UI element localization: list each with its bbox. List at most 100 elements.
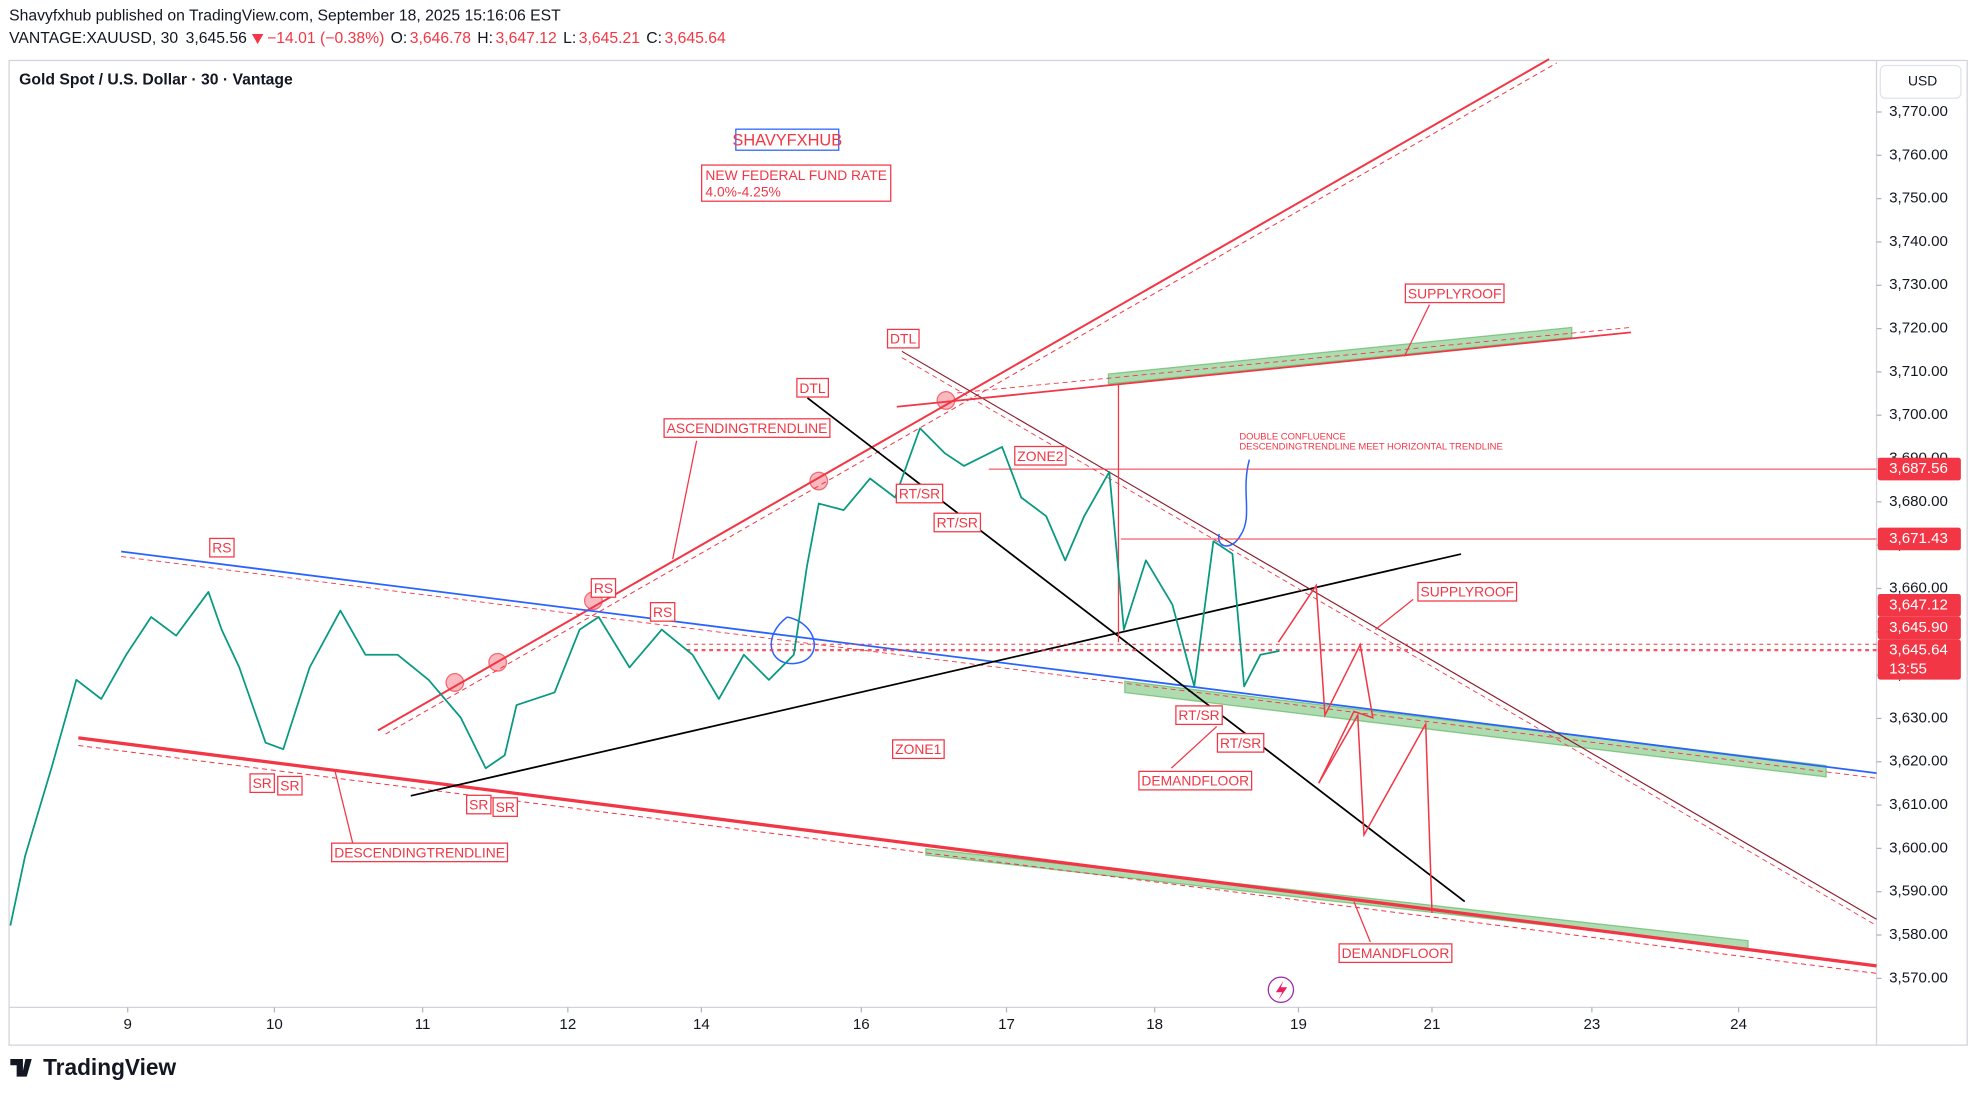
annotation: ASCENDINGTRENDLINE: [667, 420, 828, 436]
annotation: SUPPLYROOF: [1408, 285, 1502, 301]
y-tick-label: 3,580.00: [1889, 926, 1948, 943]
brand-box: SHAVYFXHUB: [732, 131, 842, 149]
annotation-box: [895, 483, 944, 504]
annotation: DTL: [799, 380, 825, 396]
ohlc-value: 3,647.12: [496, 30, 557, 47]
descending-trendline: [78, 736, 1877, 968]
y-tick-label: 3,610.00: [1889, 796, 1948, 813]
annotation-group: RT/SR: [1175, 705, 1223, 726]
y-tick-label: 3,620.00: [1889, 753, 1948, 770]
touch-points: [445, 390, 956, 692]
x-tick-label: 21: [1424, 1016, 1441, 1033]
federal-note: 4.0%-4.25%: [705, 183, 780, 199]
countdown: 13:55: [1889, 661, 1927, 678]
ascending-trendline: [377, 58, 1550, 732]
ohlc: O: 3,646.78 H: 3,647.12 L: 3,645.21 C: 3,645.64: [391, 30, 726, 47]
annotation-group: DEMANDFLOOR: [1338, 943, 1453, 964]
annotation: RT/SR: [899, 486, 940, 502]
price-label: 3,671.43: [1889, 530, 1948, 547]
confluence-note: DESCENDINGTRENDLINE MEET HORIZONTAL TREN…: [1239, 442, 1502, 453]
annotation-box: [590, 578, 617, 598]
annotation-group: DTL: [886, 328, 920, 349]
brand: TradingView: [43, 1054, 176, 1080]
price-label-box: [1877, 639, 1961, 680]
price-label-box: [1877, 457, 1961, 481]
y-tick-label: 3,720.00: [1889, 320, 1948, 337]
symbol: VANTAGE:XAUUSD, 30: [9, 30, 178, 47]
annotation-group: SR: [277, 775, 303, 796]
annotation-group: DESCENDINGTRENDLINE: [331, 842, 509, 863]
x-tick-label: 11: [415, 1016, 431, 1033]
annotation-box: [331, 842, 509, 863]
y-tick-label: 3,570.00: [1889, 969, 1948, 986]
x-tick-label: 10: [266, 1016, 283, 1033]
ohlc-key: L:: [563, 30, 576, 47]
annotation-group: ZONE2: [1014, 445, 1067, 466]
y-tick-label: 3,710.00: [1889, 363, 1948, 380]
y-tick-label: 3,760.00: [1889, 146, 1948, 163]
change: −14.01 (−0.38%): [267, 30, 384, 47]
ohlc-value: 3,645.64: [665, 30, 726, 47]
blue-trendline-dashed: [121, 556, 1877, 779]
annotation-box: [1216, 732, 1265, 753]
annotation-box: [1175, 705, 1223, 726]
annotation-group: RT/SR: [895, 483, 944, 504]
annotation: RT/SR: [1178, 707, 1219, 723]
event-bolt: [1275, 980, 1288, 1000]
brand-box-group: SHAVYFXHUB: [732, 128, 842, 151]
annotation-box: [209, 537, 235, 558]
annotation: ZONE1: [895, 741, 941, 757]
annotation: SR: [253, 775, 272, 791]
annotation: RT/SR: [937, 514, 978, 530]
annotation-box: [892, 739, 945, 760]
annotation: DEMANDFLOOR: [1141, 773, 1249, 789]
quote-line: VANTAGE:XAUUSD, 30 3,645.56 −14.01 (−0.38%…: [9, 30, 726, 47]
price-line: [9, 427, 1280, 926]
annotation-group: RT/SR: [933, 512, 982, 533]
published-line: Shavyfxhub published on TradingView.com,…: [9, 8, 561, 25]
y-tick-label: 3,750.00: [1889, 190, 1948, 207]
y-tick-label: 3,700.00: [1889, 406, 1948, 423]
annotation-box: [796, 377, 829, 398]
annotation-group: DEMANDFLOOR: [1138, 770, 1253, 791]
drawings: [78, 58, 1877, 1003]
highlight-curve: [1217, 459, 1251, 547]
logo: [10, 1059, 32, 1077]
annotation: ZONE2: [1017, 448, 1063, 464]
annotation-group: SR: [249, 773, 275, 794]
currency: USD: [1908, 73, 1937, 89]
annotation-box: [492, 797, 518, 817]
annotation-box: [649, 602, 676, 622]
ohlc-key: H:: [477, 30, 493, 47]
annotation-group: ZONE1: [892, 739, 945, 760]
y-tick-label: 3,660.00: [1889, 579, 1948, 596]
annotation-box: [1138, 770, 1253, 791]
annotation: SR: [469, 797, 488, 813]
annotation-box: [1404, 283, 1505, 304]
ohlc-value: 3,646.78: [410, 30, 471, 47]
annotation-group: SR: [492, 797, 518, 817]
currency-box[interactable]: [1879, 64, 1962, 99]
x-tick-label: 14: [693, 1016, 710, 1033]
support-line: [410, 553, 1462, 797]
annotation-group: SR: [466, 794, 492, 815]
annotation: RT/SR: [1220, 735, 1261, 751]
annotation-group: DTL: [796, 377, 829, 398]
confluence-note: DOUBLE CONFLUENCE: [1239, 431, 1345, 442]
annotation-box: [933, 512, 982, 533]
price-label: 3,647.12: [1889, 596, 1948, 613]
price-label: 3,687.56: [1889, 460, 1948, 477]
annotation-box: [249, 773, 275, 794]
annotation-box: [886, 328, 920, 349]
down-arrow: [251, 33, 264, 45]
price-label-box: [1877, 616, 1961, 640]
annotation-group: SUPPLYROOF: [1404, 283, 1505, 304]
federal-note: NEW FEDERAL FUND RATE: [705, 167, 887, 183]
annotation-group: RS: [649, 602, 676, 622]
federal-note-box: [701, 164, 892, 202]
y-tick-label: 3,680.00: [1889, 493, 1948, 510]
supply-zone: [1107, 326, 1573, 385]
supply-line: [896, 331, 1632, 408]
annotation-box: [1014, 445, 1067, 466]
